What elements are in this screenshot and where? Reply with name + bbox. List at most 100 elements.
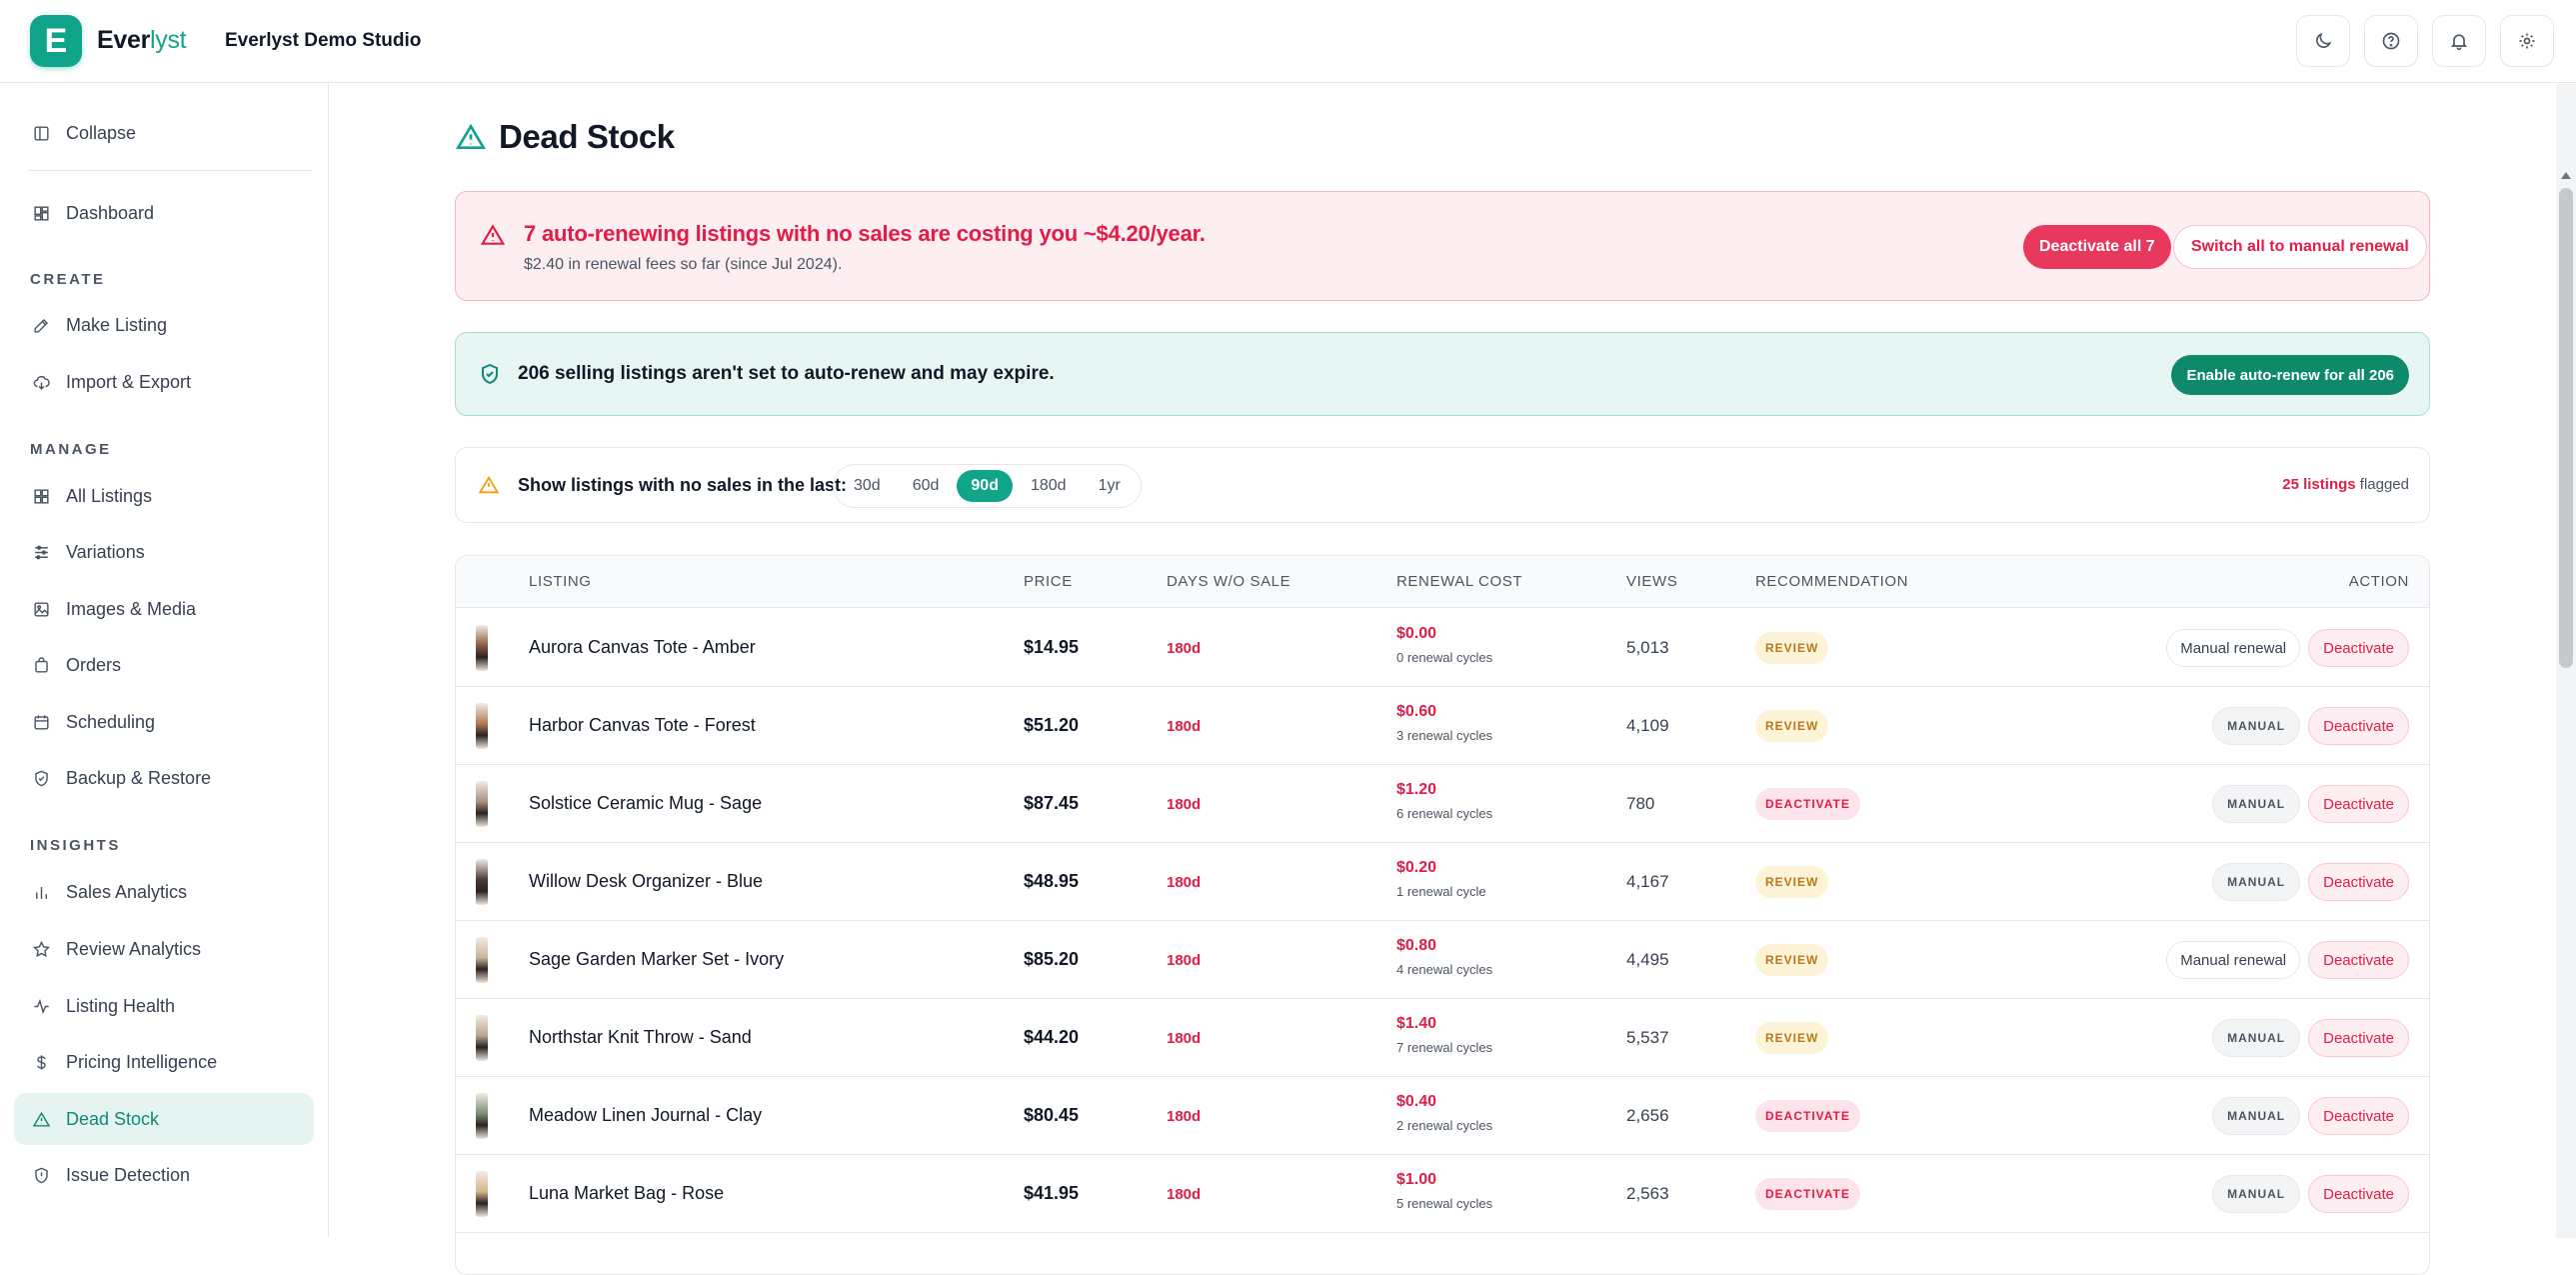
sidebar-item-issue-detection[interactable]: Issue Detection [14, 1149, 314, 1201]
recommendation-badge: REVIEW [1755, 1022, 1829, 1054]
manual-renewal-button[interactable]: Manual renewal [2166, 629, 2301, 667]
views-count: 780 [1626, 794, 1655, 813]
deactivate-button[interactable]: Deactivate [2308, 707, 2409, 745]
star-icon [33, 940, 50, 957]
table-row[interactable]: Northstar Knit Throw - Sand $44.20 180d $1.… [456, 999, 2429, 1077]
listing-name[interactable]: Willow Desk Organizer - Blue [529, 871, 764, 891]
table-row[interactable]: Solstice Ceramic Mug - Sage $87.45 180d $1.… [456, 765, 2429, 843]
sidebar-item-review-analytics[interactable]: Review Analytics [14, 923, 314, 975]
listing-thumbnail[interactable] [476, 781, 488, 827]
logo-icon[interactable]: E [30, 15, 82, 67]
table-row[interactable]: Aurora Canvas Tote - Amber $14.95 180d $0.0… [456, 609, 2429, 687]
listing-name[interactable]: Meadow Linen Journal - Clay [529, 1105, 763, 1125]
sidebar-item-backup-restore[interactable]: Backup & Restore [14, 752, 314, 804]
row-actions: MANUAL Deactivate [2212, 1175, 2409, 1213]
table-row[interactable]: Willow Desk Organizer - Blue $48.95 180d $0… [456, 843, 2429, 921]
listing-name[interactable]: Northstar Knit Throw - Sand [529, 1027, 752, 1047]
column-header-price[interactable]: PRICE [1024, 573, 1073, 590]
deactivate-button[interactable]: Deactivate [2308, 785, 2409, 823]
page-scrollbar[interactable] [2556, 84, 2576, 1238]
sidebar-item-label: Review Analytics [66, 938, 202, 959]
column-header-views[interactable]: VIEWS [1626, 573, 1678, 590]
gear-icon [2519, 33, 2535, 49]
scroll-up-arrow-icon[interactable] [2561, 172, 2571, 179]
period-option-90d[interactable]: 90d [957, 470, 1013, 502]
listing-thumbnail[interactable] [476, 703, 488, 749]
listing-thumbnail[interactable] [476, 1093, 488, 1139]
sidebar-item-images-media[interactable]: Images & Media [14, 583, 314, 635]
scrollbar-thumb[interactable] [2559, 188, 2573, 668]
image-icon [34, 601, 49, 617]
collapse-icon [34, 125, 49, 141]
deactivate-button[interactable]: Deactivate [2308, 1019, 2409, 1057]
sidebar-item-import-export[interactable]: Import & Export [14, 356, 314, 408]
sidebar-item-label: Orders [66, 654, 122, 675]
listing-thumbnail[interactable] [476, 1015, 488, 1061]
cost-alert-subtext: $2.40 in renewal fees so far (since Jul … [524, 256, 843, 273]
shield-check-icon [482, 363, 498, 385]
listing-name[interactable]: Aurora Canvas Tote - Amber [529, 637, 756, 657]
studio-name[interactable]: Everlyst Demo Studio [225, 30, 422, 51]
sidebar-item-pricing-intelligence[interactable]: Pricing Intelligence [14, 1036, 314, 1088]
column-header-days[interactable]: DAYS W/O SALE [1167, 573, 1291, 590]
sidebar: Collapse Dashboard CREATE Make Listing I… [0, 84, 329, 1238]
sidebar-item-label: All Listings [66, 485, 153, 506]
deactivate-button[interactable]: Deactivate [2308, 629, 2409, 667]
deactivate-button[interactable]: Deactivate [2308, 863, 2409, 901]
table-row[interactable]: Sage Garden Marker Set - Ivory $85.20 180d… [456, 921, 2429, 999]
sidebar-item-scheduling[interactable]: Scheduling [14, 696, 314, 748]
column-header-recommendation[interactable]: RECOMMENDATION [1755, 573, 1909, 590]
enable-auto-renew-button[interactable]: Enable auto-renew for all 206 [2171, 355, 2409, 395]
listing-thumbnail[interactable] [476, 937, 488, 983]
sidebar-item-make-listing[interactable]: Make Listing [14, 299, 314, 351]
renewal-cycles: 4 renewal cycles [1396, 962, 1493, 977]
period-option-1yr[interactable]: 1yr [1098, 477, 1121, 494]
help-button[interactable] [2364, 15, 2418, 67]
sidebar-item-variations[interactable]: Variations [14, 526, 314, 578]
row-actions: MANUAL Deactivate [2212, 1097, 2409, 1135]
deactivate-button[interactable]: Deactivate [2308, 1097, 2409, 1135]
deactivate-button[interactable]: Deactivate [2308, 1175, 2409, 1213]
listing-thumbnail[interactable] [476, 1171, 488, 1217]
sidebar-item-sales-analytics[interactable]: Sales Analytics [14, 866, 314, 918]
deactivate-all-button[interactable]: Deactivate all 7 [2023, 225, 2171, 269]
table-row[interactable]: Harbor Canvas Tote - Forest $51.20 180d $0.… [456, 687, 2429, 765]
listing-price: $14.95 [1024, 637, 1080, 657]
listing-name[interactable]: Solstice Ceramic Mug - Sage [529, 793, 763, 813]
notifications-button[interactable] [2432, 15, 2486, 67]
listing-price: $85.20 [1024, 949, 1080, 969]
column-header-renewal-cost[interactable]: RENEWAL COST [1396, 573, 1523, 590]
listing-name[interactable]: Sage Garden Marker Set - Ivory [529, 949, 785, 969]
sidebar-item-all-listings[interactable]: All Listings [14, 470, 314, 522]
listing-name[interactable]: Luna Market Bag - Rose [529, 1183, 725, 1203]
column-header-action: ACTION [2348, 573, 2409, 590]
listing-price: $41.95 [1024, 1183, 1080, 1203]
table-row[interactable]: Meadow Linen Journal - Clay $80.45 180d $0.… [456, 1077, 2429, 1155]
sidebar-item-listing-health[interactable]: Listing Health [14, 980, 314, 1032]
listing-thumbnail[interactable] [476, 625, 488, 671]
sidebar-item-label: Scheduling [66, 711, 156, 732]
listing-name[interactable]: Harbor Canvas Tote - Forest [529, 715, 756, 735]
sidebar-item-dashboard[interactable]: Dashboard [14, 187, 314, 239]
page-header: Dead Stock [455, 118, 675, 156]
column-header-listing[interactable]: LISTING [529, 573, 592, 590]
renewal-cycles: 2 renewal cycles [1396, 1118, 1493, 1133]
theme-toggle-button[interactable] [2296, 15, 2350, 67]
listing-thumbnail[interactable] [476, 859, 488, 905]
table-row[interactable]: Luna Market Bag - Rose $41.95 180d $1.00 5 r… [456, 1155, 2429, 1233]
renewal-cycles: 6 renewal cycles [1396, 806, 1493, 821]
views-count: 4,109 [1626, 716, 1669, 735]
settings-button[interactable] [2500, 15, 2554, 67]
sidebar-collapse-button[interactable]: Collapse [14, 107, 314, 159]
period-option-60d[interactable]: 60d [912, 477, 940, 494]
row-actions: Manual renewal Deactivate [2166, 941, 2409, 979]
period-option-180d[interactable]: 180d [1030, 477, 1067, 494]
period-option-30d[interactable]: 30d [854, 477, 881, 494]
sidebar-item-orders[interactable]: Orders [14, 639, 314, 691]
sliders-icon [35, 545, 48, 559]
renewal-cycles: 1 renewal cycle [1396, 884, 1486, 899]
deactivate-button[interactable]: Deactivate [2308, 941, 2409, 979]
manual-renewal-button[interactable]: Manual renewal [2166, 941, 2301, 979]
sidebar-item-dead-stock[interactable]: Dead Stock [14, 1093, 314, 1145]
switch-all-manual-button[interactable]: Switch all to manual renewal [2173, 225, 2427, 269]
